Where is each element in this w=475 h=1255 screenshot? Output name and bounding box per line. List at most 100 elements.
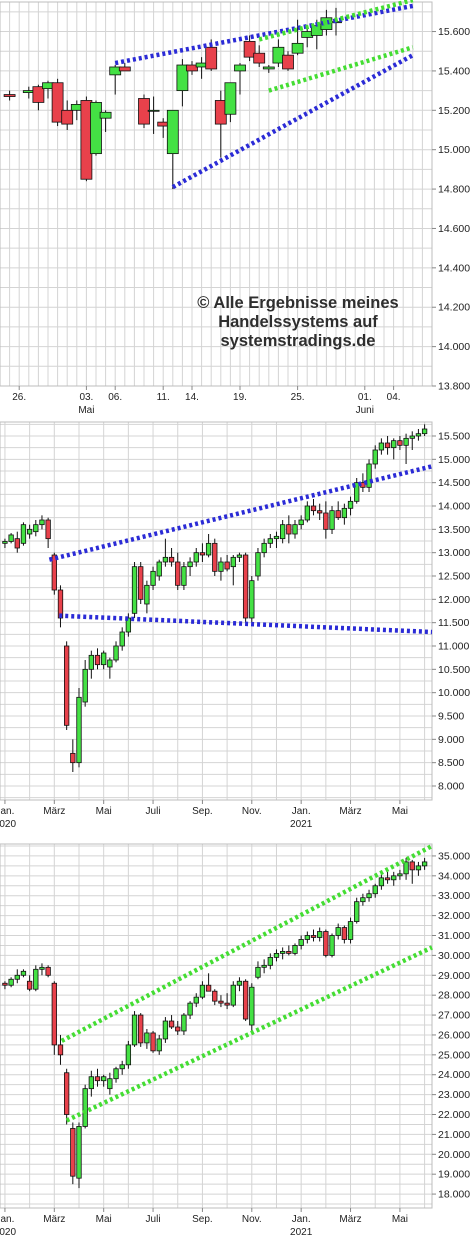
candle-body — [310, 935, 317, 938]
candle-body — [33, 968, 39, 990]
candle — [2, 538, 8, 548]
candle-body — [409, 435, 415, 439]
y-tick-label: 24.000 — [438, 1069, 470, 1081]
candle — [243, 35, 256, 62]
candle — [101, 650, 107, 670]
candle-body — [242, 980, 249, 1020]
candle — [181, 1013, 187, 1035]
x-tick-label: Nov. — [242, 1214, 262, 1225]
candle — [304, 501, 310, 523]
candle — [113, 641, 119, 663]
candle — [230, 555, 236, 586]
candle-body — [366, 463, 372, 488]
candle-body — [168, 556, 175, 563]
y-tick-label: 14.200 — [438, 302, 470, 314]
candle-body — [304, 935, 310, 940]
candle — [421, 424, 428, 436]
candle-body — [397, 873, 403, 877]
y-axis: 13.800 14.000 14.200 14.400 14.600 14.800 15.0… — [432, 26, 470, 393]
candle-body — [193, 996, 199, 1004]
candle-body — [273, 535, 280, 540]
candle — [88, 650, 94, 679]
candle-body — [186, 64, 198, 72]
candle-body — [249, 580, 255, 619]
candle — [409, 431, 415, 450]
x-tick-label: Nov. — [242, 806, 262, 817]
candle-body — [61, 109, 74, 125]
candle — [291, 19, 304, 56]
candle-body — [119, 1064, 125, 1070]
candle-body — [298, 939, 304, 946]
candle — [175, 1021, 181, 1035]
candle — [3, 90, 16, 101]
candle-body — [415, 865, 422, 871]
candle — [51, 552, 57, 595]
candle-body — [156, 1038, 162, 1052]
candle — [384, 436, 391, 455]
candle-body — [347, 921, 354, 940]
candle — [107, 657, 113, 679]
candle-body — [218, 561, 224, 572]
x-tick-label: März — [43, 1214, 65, 1225]
candle — [39, 963, 45, 976]
y-tick-label: 13.000 — [438, 547, 470, 559]
candle-body — [193, 552, 199, 563]
trendline — [59, 613, 433, 635]
candle-body — [113, 645, 119, 661]
y-tick-label: 35.000 — [438, 850, 470, 862]
candle — [57, 1034, 64, 1065]
candle — [267, 953, 273, 970]
candle-body — [397, 440, 403, 446]
candle-body — [403, 437, 409, 446]
candle — [119, 1060, 125, 1075]
candle — [144, 1028, 150, 1049]
y-tick-label: 34.000 — [438, 870, 470, 882]
candle — [94, 1068, 101, 1087]
y-tick-label: 22.000 — [438, 1109, 470, 1121]
candle — [8, 977, 14, 988]
candle-body — [329, 510, 335, 530]
candle — [249, 576, 255, 623]
candle — [366, 889, 372, 902]
candle-body — [310, 505, 317, 512]
candle — [138, 1013, 144, 1047]
candle — [82, 1084, 88, 1129]
candle — [33, 965, 39, 992]
y-tick-label: 32.000 — [438, 910, 470, 922]
candle — [323, 929, 329, 958]
candle-body — [51, 82, 64, 123]
candle-body — [76, 1126, 82, 1179]
y-tick-label: 14.400 — [438, 262, 470, 274]
candle — [236, 552, 243, 562]
candle — [224, 82, 237, 123]
y-tick-label: 15.600 — [438, 26, 470, 38]
y-tick-label: 28.000 — [438, 990, 470, 1002]
x-sub-label: 2021 — [290, 819, 313, 830]
y-tick-label: 13.500 — [438, 524, 470, 536]
candlestick-chart-daily: 13.800 14.000 14.200 14.400 14.600 14.800 15.0… — [0, 0, 470, 416]
candle — [310, 499, 317, 516]
candle — [181, 562, 187, 590]
candle-body — [341, 927, 348, 940]
y-tick-label: 11.000 — [438, 641, 469, 653]
candle-body — [234, 64, 246, 72]
y-tick-label: 9.500 — [438, 711, 464, 723]
y-tick-label: 29.000 — [438, 970, 470, 982]
candle — [82, 660, 88, 707]
candle — [94, 648, 101, 670]
candle-body — [138, 1014, 144, 1044]
y-tick-label: 14.000 — [438, 501, 470, 513]
x-tick-label: 14. — [185, 392, 199, 403]
x-sub-label: Juni — [356, 405, 374, 416]
candle-body — [286, 524, 292, 535]
y-axis: 8.000 8.500 9.000 9.500 10.000 10.500 11.000 11… — [432, 431, 470, 793]
candle-body — [317, 931, 323, 938]
candle-body — [273, 952, 280, 958]
candle-body — [88, 1076, 94, 1090]
x-tick-label: 03. — [79, 392, 93, 403]
y-tick-label: 14.800 — [438, 184, 470, 196]
y-tick-label: 12.000 — [438, 594, 470, 606]
candle-body — [262, 66, 275, 70]
y-tick-label: 27.000 — [438, 1010, 470, 1022]
